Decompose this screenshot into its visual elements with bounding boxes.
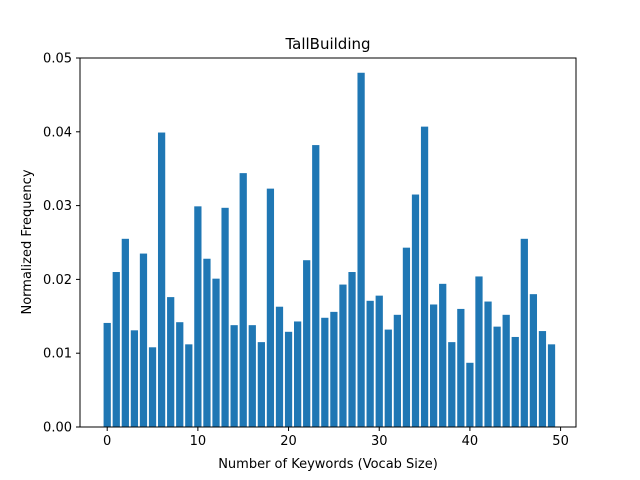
- bar-49: [547, 344, 556, 427]
- bar-2: [121, 238, 129, 427]
- bar-4: [139, 253, 148, 427]
- bar-45: [511, 336, 519, 427]
- bar-35: [420, 126, 429, 427]
- bar-5: [148, 347, 157, 427]
- bar-23: [312, 145, 320, 427]
- x-tick-label: 30: [371, 434, 388, 449]
- y-tick-label: 0.04: [43, 125, 72, 140]
- bar-31: [384, 329, 392, 427]
- bar-6: [157, 132, 166, 428]
- bar-46: [520, 238, 528, 427]
- bars-group: [103, 72, 556, 428]
- bar-21: [294, 321, 302, 427]
- chart-title: TallBuilding: [284, 35, 370, 53]
- bar-38: [448, 342, 456, 427]
- bar-39: [457, 308, 465, 427]
- plot-frame: [79, 57, 577, 428]
- bar-20: [284, 331, 293, 427]
- bar-19: [275, 306, 284, 427]
- y-tick-label: 0.00: [43, 421, 72, 436]
- bar-40: [466, 362, 474, 427]
- bar-10: [194, 206, 202, 427]
- x-tick-label: 20: [280, 434, 297, 449]
- bar-13: [221, 207, 229, 427]
- bar-41: [475, 276, 483, 427]
- x-tick-label: 0: [103, 434, 111, 449]
- y-tick-label: 0.02: [43, 273, 72, 288]
- y-tick-label: 0.05: [43, 52, 72, 67]
- x-tick-label: 10: [190, 434, 207, 449]
- x-axis-label: Number of Keywords (Vocab Size): [218, 457, 438, 472]
- bar-16: [248, 325, 256, 427]
- bar-33: [402, 247, 411, 427]
- x-axis-ticks: 0 10 20 30 40 50: [103, 427, 569, 449]
- bar-26: [339, 284, 347, 427]
- bar-8: [176, 322, 184, 427]
- bar-29: [366, 300, 374, 427]
- bar-11: [203, 258, 211, 427]
- bar-36: [430, 304, 438, 427]
- y-tick-label: 0.01: [43, 347, 72, 362]
- bar-27: [348, 272, 356, 427]
- bar-24: [321, 317, 329, 427]
- y-axis-ticks: 0.00 0.01 0.02 0.03 0.04 0.05: [43, 52, 80, 436]
- bar-1: [112, 272, 120, 427]
- bar-14: [230, 325, 238, 427]
- bar-7: [167, 297, 175, 427]
- y-tick-label: 0.03: [43, 199, 72, 214]
- bar-43: [493, 326, 501, 427]
- bar-22: [303, 260, 311, 427]
- bar-44: [502, 314, 510, 427]
- bar-25: [330, 311, 338, 427]
- bar-18: [266, 188, 275, 427]
- bar-28: [357, 72, 365, 427]
- bar-37: [439, 283, 447, 427]
- bar-9: [185, 344, 193, 427]
- bar-3: [130, 330, 139, 427]
- x-tick-label: 40: [462, 434, 479, 449]
- bar-0: [103, 322, 111, 427]
- bar-32: [393, 314, 401, 427]
- x-tick-label: 50: [552, 434, 569, 449]
- bar-12: [212, 278, 220, 427]
- bar-17: [257, 342, 265, 427]
- bar-42: [484, 301, 492, 427]
- y-axis-label: Normalized Frequency: [20, 169, 35, 314]
- bar-34: [411, 194, 420, 427]
- bar-48: [538, 331, 547, 427]
- bar-47: [529, 294, 538, 427]
- bar-30: [375, 295, 383, 427]
- bar-15: [239, 173, 247, 427]
